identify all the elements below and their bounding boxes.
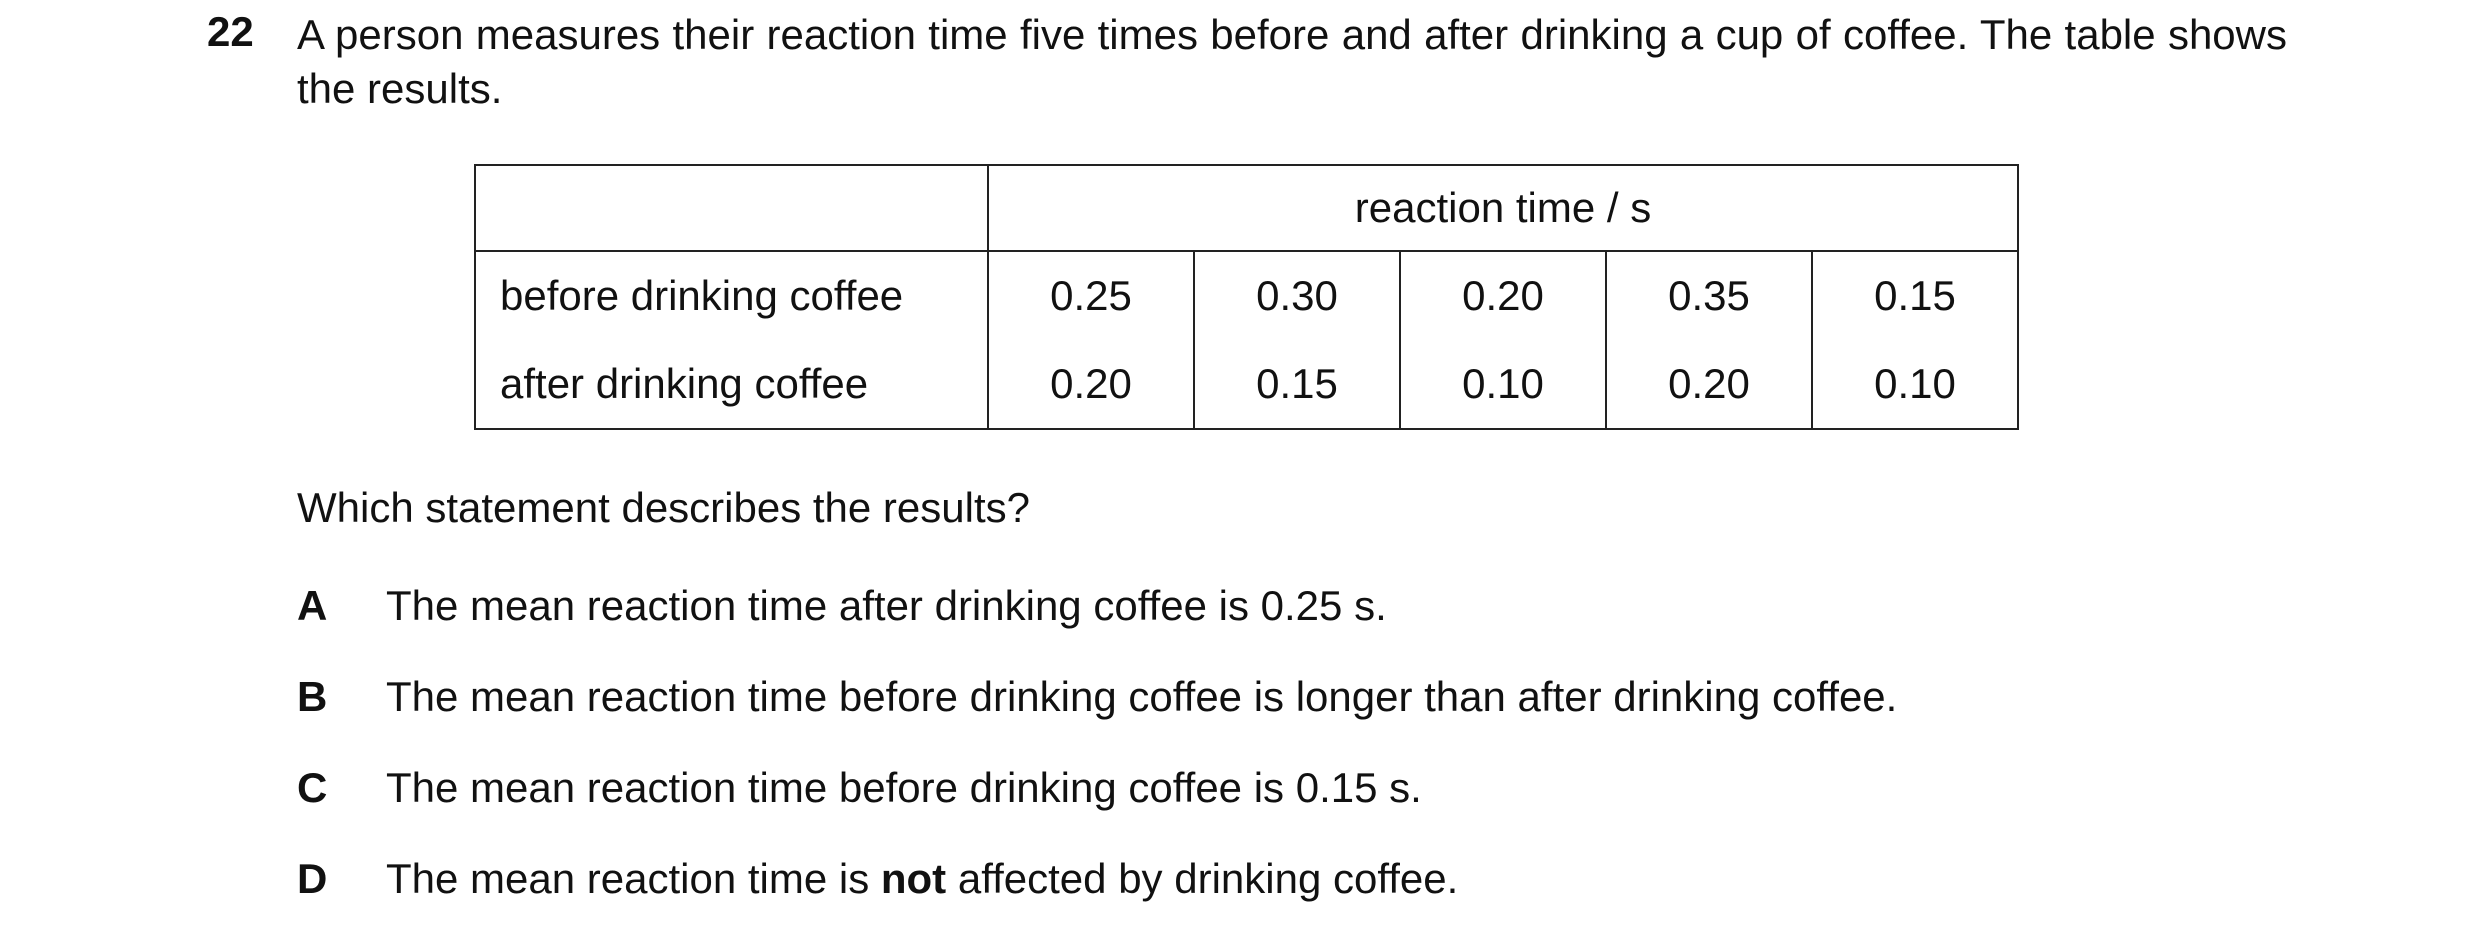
option-text: The mean reaction time before drinking c… (386, 764, 1422, 812)
option-text: The mean reaction time is not affected b… (386, 855, 1458, 903)
results-table: reaction time / s before drinking coffee… (474, 164, 2019, 430)
value-cell: 0.20 (987, 340, 1194, 429)
row-label: before drinking coffee (500, 272, 904, 319)
option-letter: D (297, 855, 328, 902)
prompt: Which statement describes the results? (297, 484, 1030, 531)
emphasis: not (880, 855, 947, 902)
option-letter: B (297, 673, 328, 720)
value-cell: 0.10 (1399, 340, 1606, 429)
option-text: The mean reaction time after drinking co… (386, 582, 1387, 630)
text-part: The mean reaction time is (386, 855, 881, 902)
header-cell: reaction time / s (987, 165, 2018, 252)
question-text: A person measures their reaction time fi… (297, 11, 2287, 112)
value-cell: 0.15 (1811, 251, 2018, 340)
option-text: The mean reaction time before drinking c… (386, 673, 1897, 721)
value-cell: 0.20 (1605, 340, 1812, 429)
value-cell: 0.35 (1605, 251, 1812, 340)
table-row: after drinking coffee 0.20 0.15 0.10 0.20 0.1… (475, 340, 2018, 429)
empty-cell (475, 165, 988, 252)
question-number: 22 (207, 8, 254, 55)
value-cell: 0.20 (1399, 251, 1606, 340)
text-part: The mean reaction time after drinking co… (386, 582, 1387, 629)
text-part: The mean reaction time before drinking c… (386, 673, 1898, 720)
text-part: The mean reaction time before drinking c… (386, 764, 1422, 811)
value-cell: 0.25 (987, 251, 1194, 340)
text-part: affected by drinking coffee. (946, 855, 1459, 902)
option-letter: C (297, 764, 328, 811)
value-cell: 0.15 (1193, 340, 1400, 429)
header-row: reaction time / s (475, 165, 2018, 252)
value-cell: 0.10 (1811, 340, 2018, 429)
table-row: before drinking coffee 0.25 0.30 0.20 0.35 0.… (475, 251, 2018, 340)
option-letter: A (297, 582, 328, 629)
row-label: after drinking coffee (500, 360, 869, 407)
value-cell: 0.30 (1193, 251, 1400, 340)
